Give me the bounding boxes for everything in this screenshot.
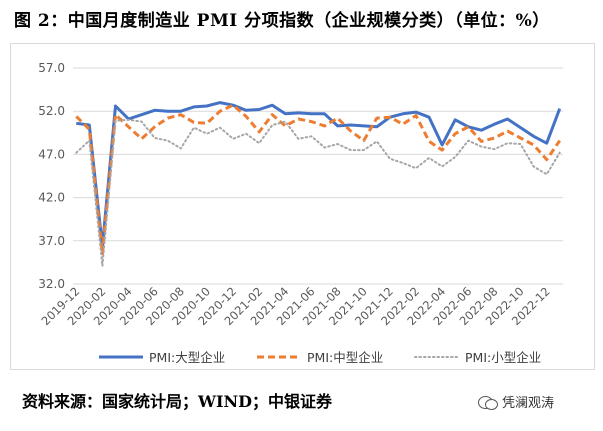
- chart-area: 32.0 37.0 42.0 47.0 52.0 57.0 2019-12 2020-02 20…: [10, 43, 595, 370]
- watermark-text: 凭澜观涛: [502, 396, 555, 411]
- series-line-2: [75, 103, 561, 256]
- chart-title: 图 2：中国月度制造业 PMI 分项指数（企业规模分类）（单位：%）: [14, 11, 550, 31]
- y-tick-label: 57.0: [38, 61, 65, 75]
- y-tick-label: 52.0: [38, 104, 65, 118]
- series-line-3: [75, 118, 561, 267]
- legend-label: PMI:大型企业: [149, 350, 225, 365]
- line-chart: 32.037.042.047.052.057.02019-122020-0220…: [38, 61, 563, 365]
- wechat-icon: [478, 394, 498, 410]
- y-tick-label: 42.0: [38, 191, 65, 205]
- legend-label: PMI:中型企业: [307, 350, 383, 365]
- y-tick-label: 47.0: [38, 147, 65, 161]
- legend-label: PMI:小型企业: [465, 350, 541, 365]
- y-tick-label: 32.0: [38, 277, 65, 291]
- y-tick-label: 37.0: [38, 234, 65, 248]
- series-line-1: [76, 101, 562, 249]
- watermark: 凭澜观涛: [478, 392, 554, 411]
- data-source-note: 资料来源：国家统计局；WIND；中银证券: [22, 392, 332, 411]
